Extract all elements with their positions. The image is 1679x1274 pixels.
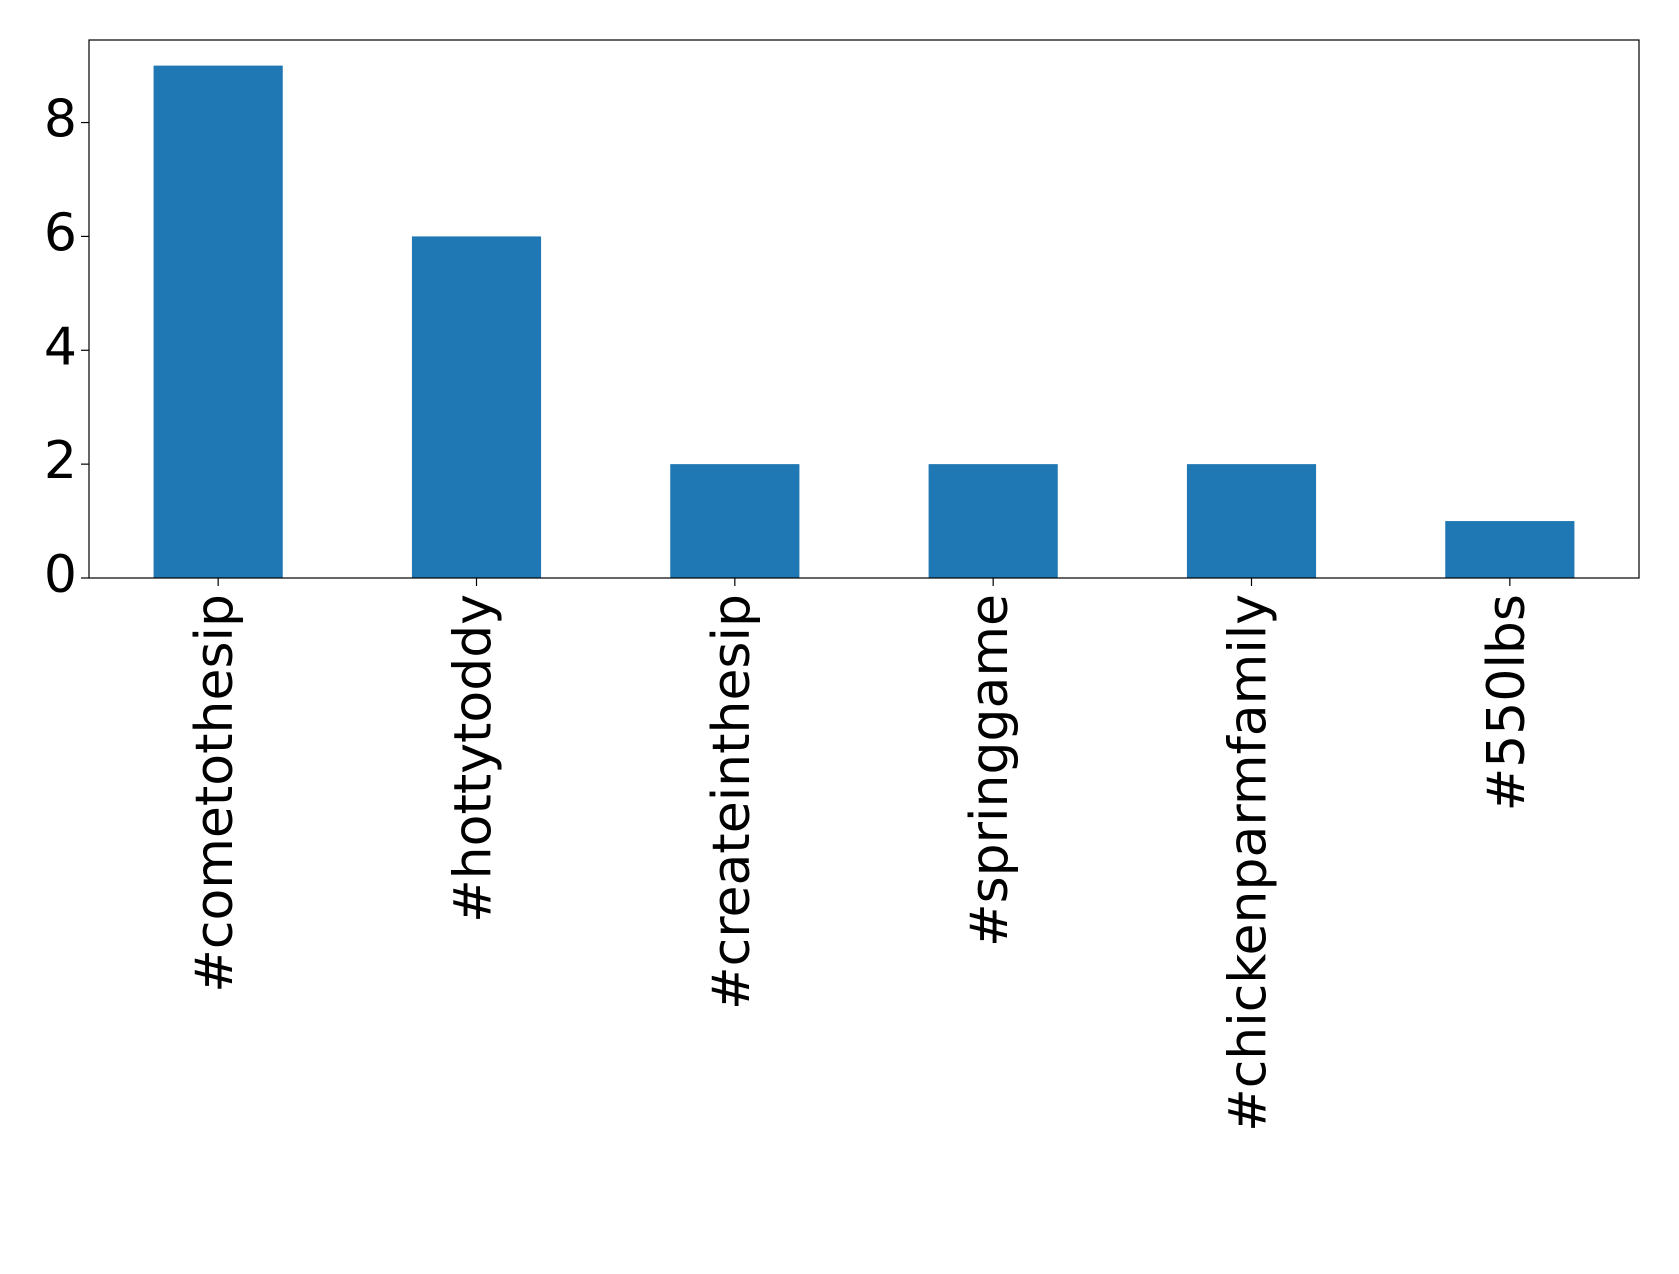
x-tick-label: #cometothesip [185, 594, 245, 993]
y-tick-label: 8 [44, 90, 77, 150]
y-tick-label: 2 [44, 431, 77, 491]
bar [1186, 464, 1317, 578]
x-tick-label: #550lbs [1477, 594, 1537, 811]
bar [670, 464, 800, 578]
y-tick-label: 0 [44, 545, 77, 605]
x-tick-label: #hottytoddy [444, 594, 504, 923]
bar [1445, 521, 1575, 578]
y-tick-label: 6 [44, 203, 77, 263]
bar [928, 464, 1058, 578]
x-tick-label: #createinthesip [702, 594, 762, 1010]
bar [411, 236, 542, 578]
x-tick-label: #springgame [960, 594, 1020, 947]
plot-frame [88, 39, 1640, 579]
y-tick-label: 4 [44, 317, 77, 377]
bar [153, 65, 283, 579]
x-tick-label: #chickenparmfamily [1219, 594, 1279, 1132]
